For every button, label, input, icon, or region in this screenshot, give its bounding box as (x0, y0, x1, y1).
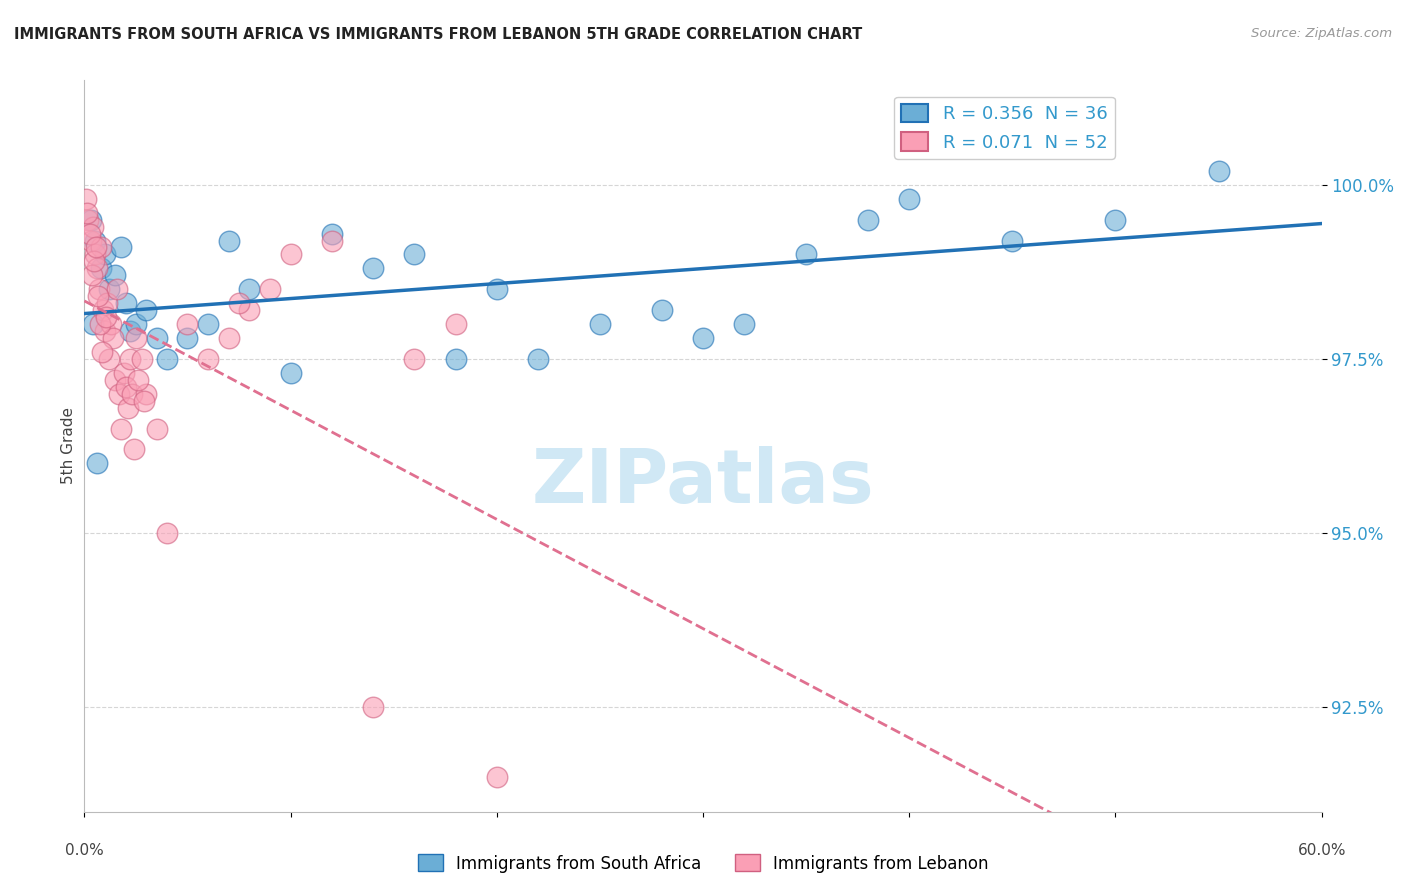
Point (527, 351, 550, 366)
Point (444, 351, 467, 366)
Point (176, 331, 198, 345)
Point (96, 296, 118, 310)
Point (82, 317, 104, 331)
Point (80, 268, 103, 283)
Point (589, 317, 612, 331)
Point (444, 317, 467, 331)
Point (127, 373, 149, 387)
Point (135, 303, 157, 318)
Point (692, 331, 714, 345)
Point (280, 366, 302, 380)
Point (89, 317, 111, 331)
Point (238, 282, 260, 296)
Point (1104, 212, 1126, 227)
Y-axis label: 5th Grade: 5th Grade (60, 408, 76, 484)
Point (91, 303, 114, 318)
Point (90, 345, 112, 359)
Point (94, 324, 117, 338)
Point (134, 393, 156, 408)
Point (114, 296, 136, 310)
Point (125, 331, 148, 345)
Point (321, 234, 343, 248)
Point (98, 351, 121, 366)
Point (79, 234, 101, 248)
Point (259, 282, 281, 296)
Point (176, 317, 198, 331)
Text: ZIPatlas: ZIPatlas (531, 446, 875, 519)
Point (82, 219, 104, 234)
Point (733, 317, 755, 331)
Point (77, 212, 100, 227)
Point (110, 240, 132, 254)
Point (83, 247, 105, 261)
Point (145, 331, 167, 345)
Point (135, 386, 157, 401)
Point (218, 234, 240, 248)
Point (228, 296, 250, 310)
Point (121, 386, 143, 401)
Point (94, 247, 117, 261)
Point (156, 351, 179, 366)
Point (125, 317, 148, 331)
Legend: R = 0.356  N = 36, R = 0.071  N = 52: R = 0.356 N = 36, R = 0.071 N = 52 (894, 96, 1115, 159)
Point (87, 282, 110, 296)
Point (86, 261, 108, 276)
Point (280, 247, 302, 261)
Point (485, 770, 508, 784)
Point (90, 261, 112, 276)
Point (122, 442, 145, 457)
Point (794, 247, 817, 261)
Point (100, 317, 122, 331)
Point (898, 192, 921, 206)
Point (156, 526, 179, 541)
Text: Source: ZipAtlas.com: Source: ZipAtlas.com (1251, 27, 1392, 40)
Point (651, 303, 673, 318)
Point (90, 240, 112, 254)
Point (856, 212, 879, 227)
Point (98, 282, 121, 296)
Point (197, 351, 219, 366)
Point (94, 310, 117, 325)
Point (114, 380, 136, 394)
Point (112, 366, 135, 380)
Point (197, 317, 219, 331)
Point (76, 205, 98, 219)
Point (404, 247, 426, 261)
Text: 60.0%: 60.0% (1298, 843, 1346, 858)
Point (118, 351, 141, 366)
Point (83, 234, 105, 248)
Point (485, 282, 508, 296)
Point (103, 331, 125, 345)
Point (104, 268, 127, 283)
Point (218, 331, 240, 345)
Point (75, 192, 97, 206)
Point (238, 303, 260, 318)
Point (145, 421, 167, 435)
Point (361, 261, 384, 276)
Point (361, 700, 384, 714)
Point (404, 351, 426, 366)
Point (83, 254, 105, 268)
Point (86, 457, 108, 471)
Point (1208, 164, 1230, 178)
Point (118, 324, 141, 338)
Point (79, 212, 101, 227)
Point (104, 373, 127, 387)
Point (321, 227, 343, 241)
Point (117, 401, 139, 415)
Point (1001, 234, 1024, 248)
Point (79, 227, 101, 241)
Point (131, 351, 153, 366)
Point (87, 289, 110, 303)
Text: 0.0%: 0.0% (65, 843, 104, 858)
Point (105, 282, 128, 296)
Point (108, 386, 131, 401)
Legend: Immigrants from South Africa, Immigrants from Lebanon: Immigrants from South Africa, Immigrants… (411, 847, 995, 880)
Point (110, 421, 132, 435)
Point (84, 240, 107, 254)
Text: IMMIGRANTS FROM SOUTH AFRICA VS IMMIGRANTS FROM LEBANON 5TH GRADE CORRELATION CH: IMMIGRANTS FROM SOUTH AFRICA VS IMMIGRAN… (14, 27, 862, 42)
